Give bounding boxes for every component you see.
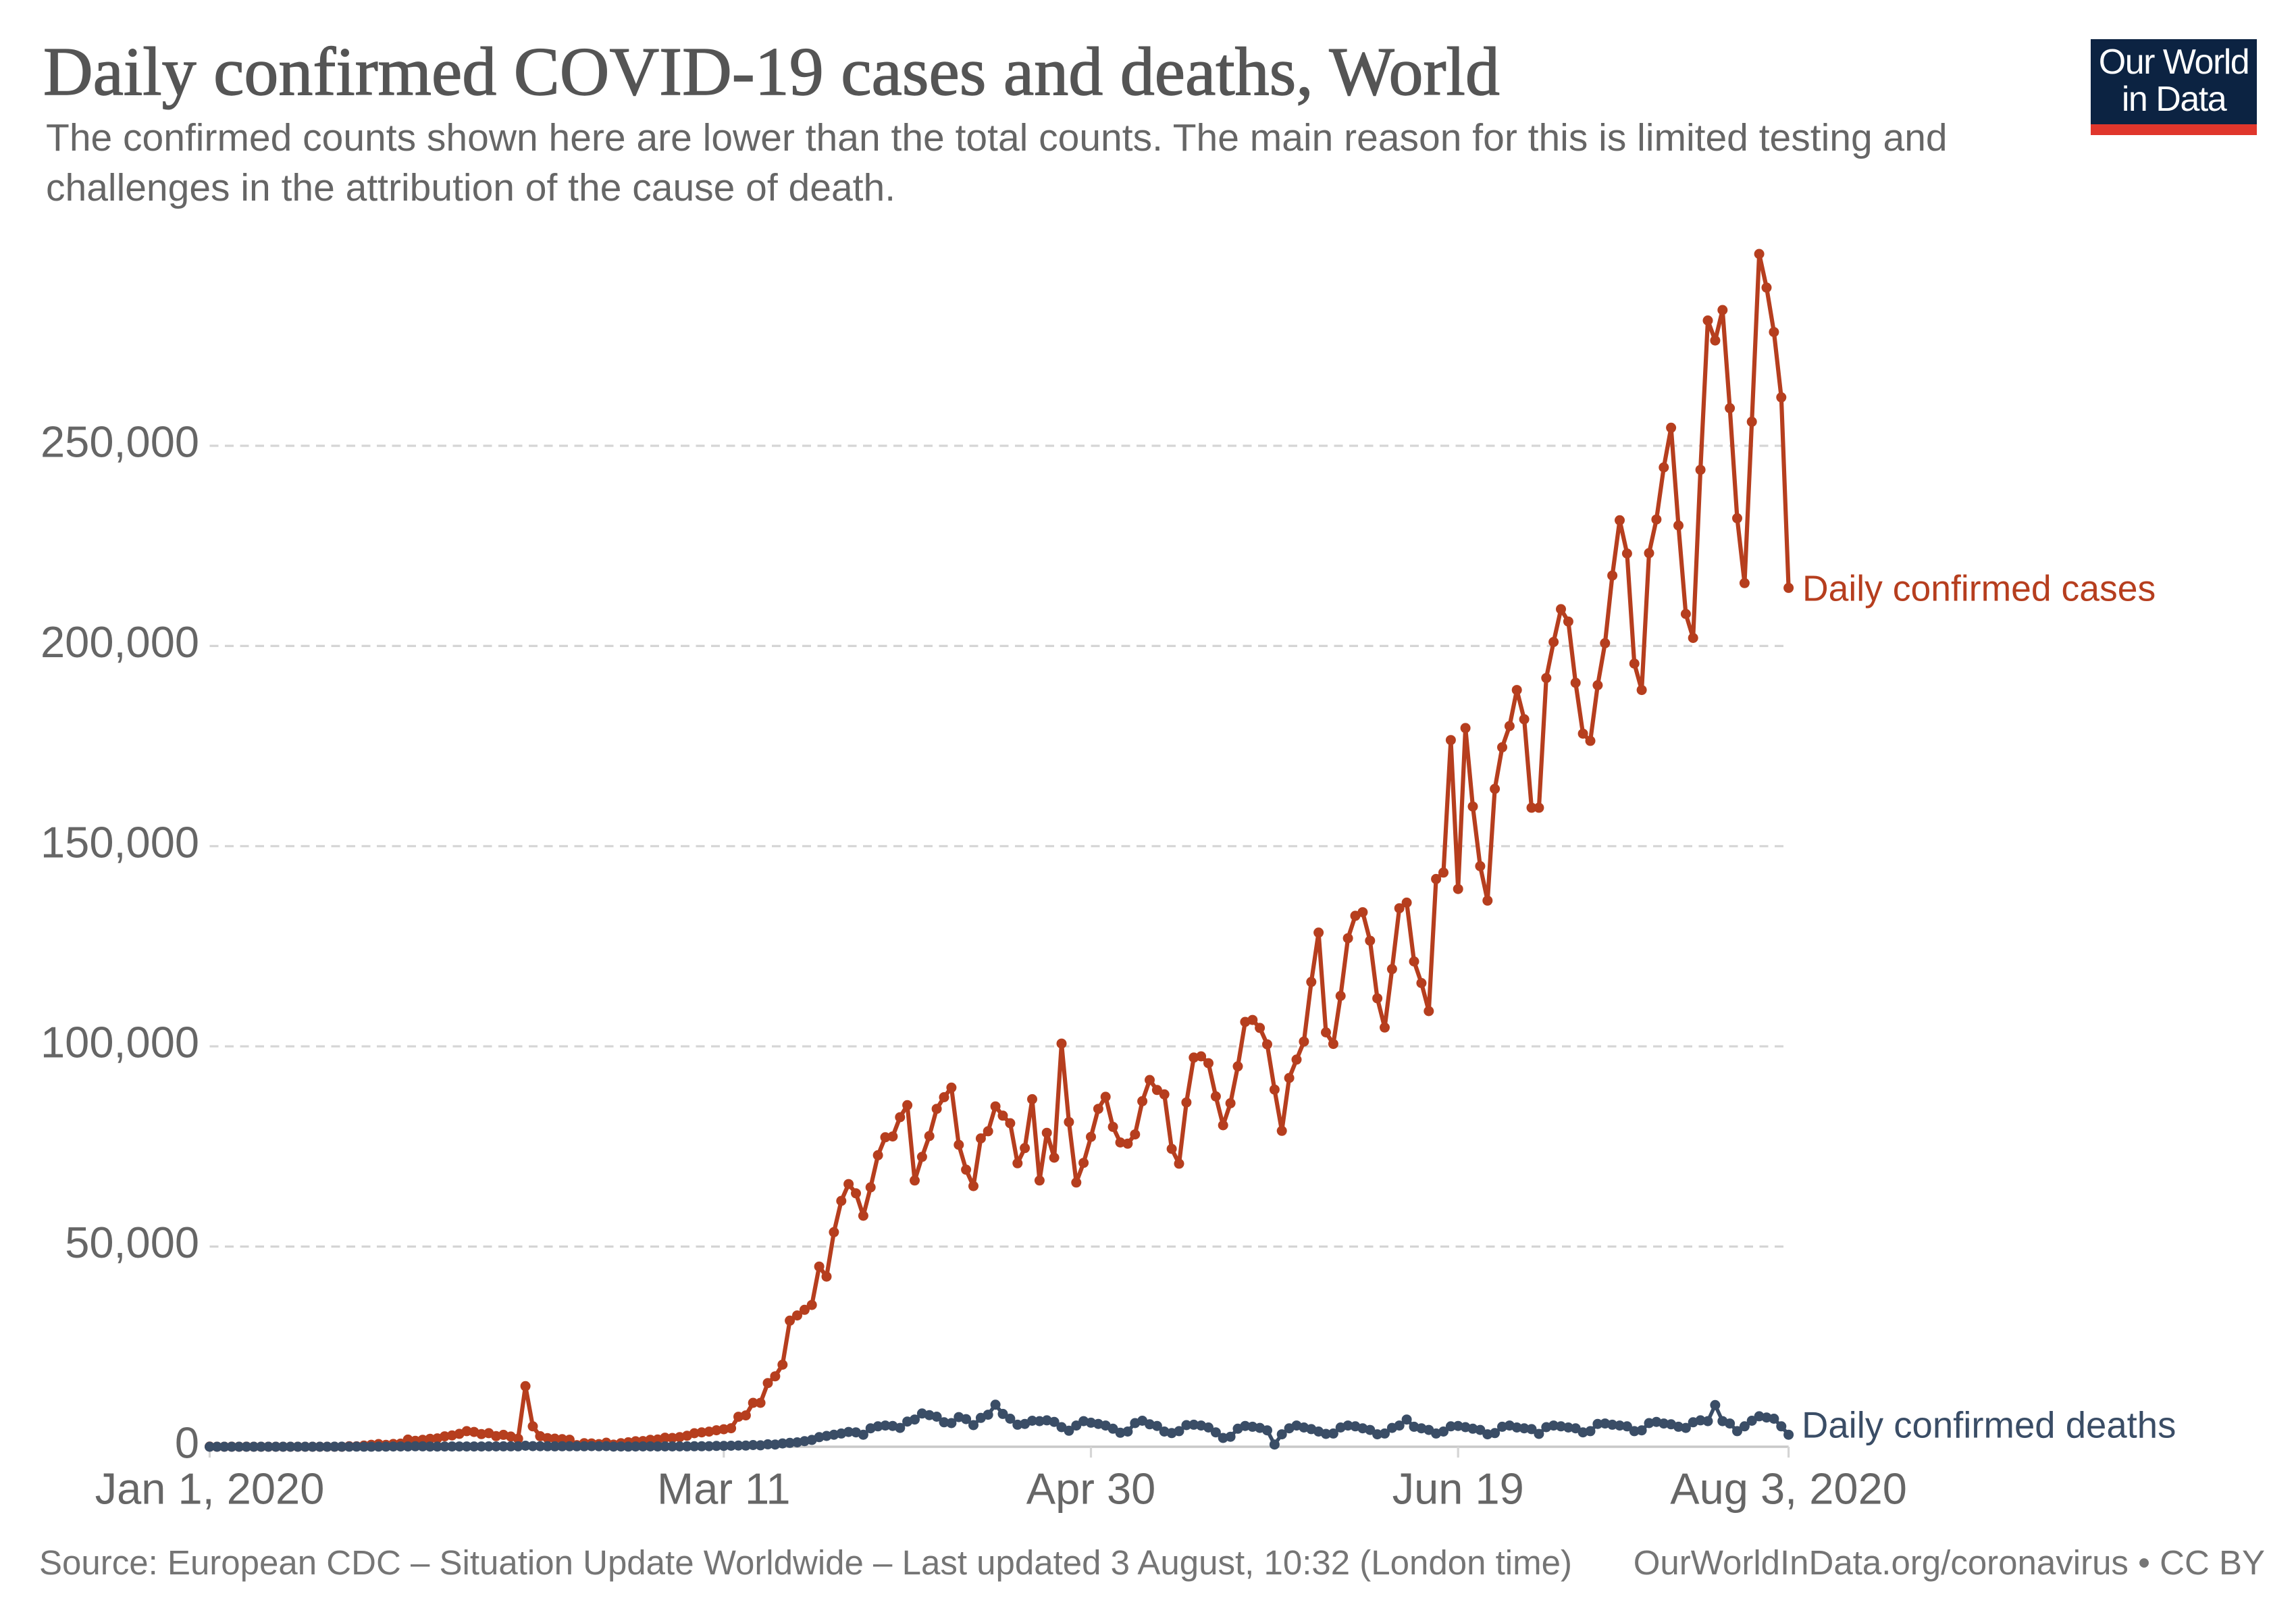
svg-text:250,000: 250,000 (41, 417, 199, 467)
svg-text:Mar 11: Mar 11 (657, 1464, 790, 1514)
svg-text:50,000: 50,000 (65, 1218, 199, 1267)
svg-text:200,000: 200,000 (41, 617, 199, 667)
svg-text:Daily confirmed cases: Daily confirmed cases (1802, 569, 2156, 609)
svg-text:0: 0 (175, 1418, 199, 1468)
svg-text:Jun 19: Jun 19 (1392, 1464, 1524, 1514)
svg-text:Aug 3, 2020: Aug 3, 2020 (1670, 1464, 1907, 1514)
svg-text:100,000: 100,000 (41, 1018, 199, 1067)
svg-text:Jan 1, 2020: Jan 1, 2020 (95, 1464, 325, 1514)
svg-text:Apr 30: Apr 30 (1026, 1464, 1156, 1514)
svg-text:150,000: 150,000 (41, 817, 199, 867)
svg-text:Daily confirmed deaths: Daily confirmed deaths (1802, 1405, 2176, 1446)
